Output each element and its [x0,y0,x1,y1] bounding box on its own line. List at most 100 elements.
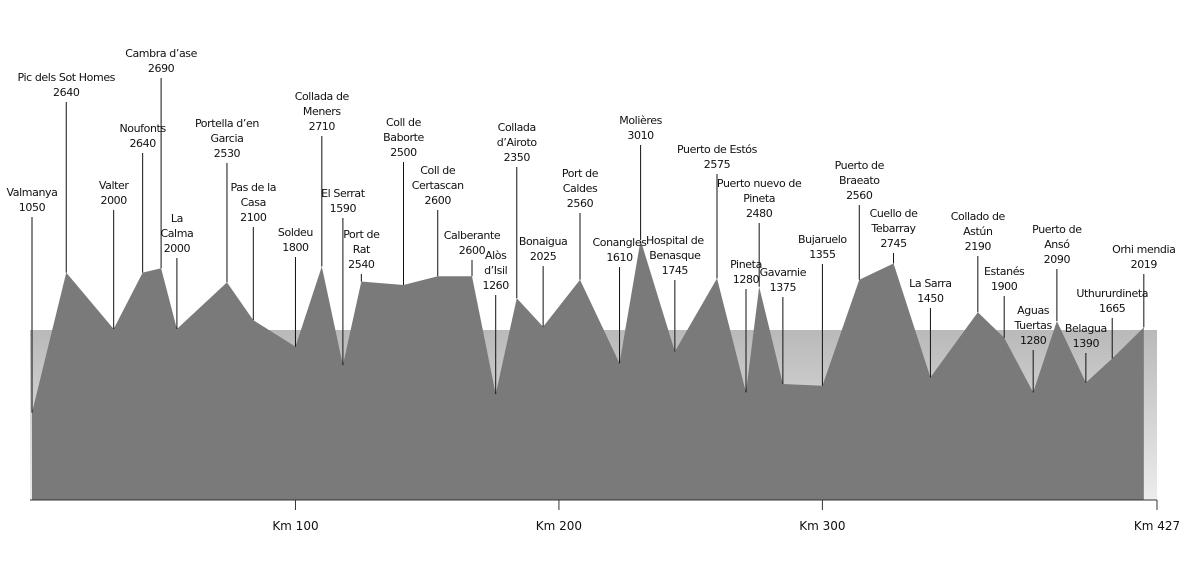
pass-name: Aguas Tuertas [1014,304,1053,332]
pass-elevation: 1450 [917,292,944,305]
pass-label: Valter 2000 [89,178,139,208]
pass-name: La Calma [160,212,194,240]
pass-label: Portella d’en Garcia 2530 [184,116,269,161]
pass-label: Orhi mendia 2019 [1101,242,1186,272]
pass-name: Collado de Astún [950,210,1006,238]
pass-label: La Sarra 1450 [900,276,960,306]
pass-name: Estanés [983,265,1025,278]
pass-label: Belagua 1390 [1058,321,1113,351]
pass-label: Aguas Tuertas 1280 [1008,303,1058,348]
pass-elevation: 2575 [703,158,731,171]
pass-elevation: 1280 [1019,334,1047,347]
pass-name: Collada d’Airoto [496,121,537,149]
pass-name: Gavarnie [759,266,807,279]
pass-elevation: 2640 [129,137,156,150]
pass-elevation: 1375 [769,281,797,294]
pass-label: Puerto de Braeato 2560 [824,158,894,203]
pass-elevation: 2090 [1043,253,1071,266]
pass-label: Noufonts 2640 [113,121,173,151]
pass-name: Valmanya [6,186,58,199]
pass-name: Valter [98,179,129,192]
pass-name: Bujaruelo [798,233,847,246]
pass-label: Conangles 1610 [587,235,652,265]
pass-elevation: 1900 [990,280,1018,293]
pass-label: Valmanya 1050 [2,185,62,215]
pass-elevation: 2500 [390,146,417,159]
pass-label: Pic dels Sot Homes 2640 [11,70,121,100]
pass-elevation: 2025 [529,250,557,263]
pass-elevation: 1610 [606,251,633,264]
pass-elevation: 2560 [846,189,873,202]
pass-label: Pineta 1280 [726,257,766,287]
pass-label: Collada de Meners 2710 [284,89,359,134]
pass-name: Coll de Baborte [383,116,424,144]
pass-name: Puerto nuevo de Pineta [716,177,802,205]
pass-name: Pineta [730,258,762,271]
pass-name: Puerto de Ansó [1032,223,1082,251]
pass-name: Puerto de Braeato [834,159,885,187]
pass-elevation: 1745 [661,264,689,277]
pass-elevation: 1800 [282,241,309,254]
pass-label: Port de Rat 2540 [339,227,384,272]
pass-label: Port de Caldes 2560 [556,166,604,211]
pass-name: Portella d’en Garcia [194,117,259,145]
x-tick-label: Km 427 [1134,519,1180,533]
pass-name: Noufonts [119,122,166,135]
pass-label: Alòs d’Isil 1260 [476,248,516,293]
x-tick-label: Km 300 [799,519,845,533]
pass-name: Pas de la Casa [230,181,277,209]
pass-label: La Calma 2000 [157,211,197,256]
pass-elevation: 2350 [503,151,531,164]
x-tick-label: Km 100 [272,519,318,533]
pass-label: Coll de Baborte 2500 [376,115,431,160]
pass-label: El Serrat 1590 [313,186,373,216]
pass-elevation: 2190 [964,240,992,253]
pass-name: Coll de Certascan [411,164,464,192]
pass-name: Cambra d’ase [125,47,197,60]
pass-elevation: 3010 [627,129,654,142]
pass-label: Estanés 1900 [977,264,1032,294]
pass-name: Hospital de Benasque [645,234,704,262]
pass-elevation: 2560 [566,197,594,210]
pass-name: Bonaigua [518,235,568,248]
pass-name: Belagua [1064,322,1107,335]
pass-elevation: 2600 [458,244,486,257]
pass-label: Puerto nuevo de Pineta 2480 [714,176,804,221]
terrain [32,240,1144,500]
pass-elevation: 1355 [809,248,836,261]
pass-name: Soldeu [277,226,313,239]
pass-label: Molières 3010 [611,113,671,143]
pass-elevation: 1390 [1072,337,1100,350]
pass-name: Pic dels Sot Homes [17,71,116,84]
pass-name: Molières [619,114,662,127]
pass-label: Uthururdineta 1665 [1067,286,1157,316]
pass-name: Port de Caldes [561,167,599,195]
pass-elevation: 1260 [482,279,509,292]
pass-elevation: 2690 [147,62,175,75]
pass-label: Gavarnie 1375 [750,265,815,295]
pass-elevation: 2640 [53,86,80,99]
pass-name: Calberante [443,229,501,242]
pass-elevation: 2480 [745,207,773,220]
pass-elevation: 2600 [424,194,452,207]
pass-label: Puerto de Estós 2575 [667,142,767,172]
pass-label: Soldeu 1800 [270,225,320,255]
pass-name: Alòs d’Isil [484,249,508,277]
pass-label: Collada d’Airoto 2350 [492,120,542,165]
pass-name: Cuello de Tebarray [869,207,918,235]
pass-name: Collada de Meners [294,90,350,118]
pass-label: Bujaruelo 1355 [790,232,855,262]
pass-label: Bonaigua 2025 [511,234,576,264]
x-tick-label: Km 200 [536,519,582,533]
pass-label: Hospital de Benasque 1745 [635,233,715,278]
pass-name: Uthururdineta [1076,287,1149,300]
pass-label: Cuello de Tebarray 2745 [856,206,931,251]
pass-elevation: 2540 [348,258,375,271]
pass-elevation: 2000 [100,194,127,207]
pass-name: Conangles [592,236,647,249]
pass-elevation: 2000 [163,242,191,255]
pass-elevation: 2100 [240,211,267,224]
pass-elevation: 2710 [308,120,336,133]
